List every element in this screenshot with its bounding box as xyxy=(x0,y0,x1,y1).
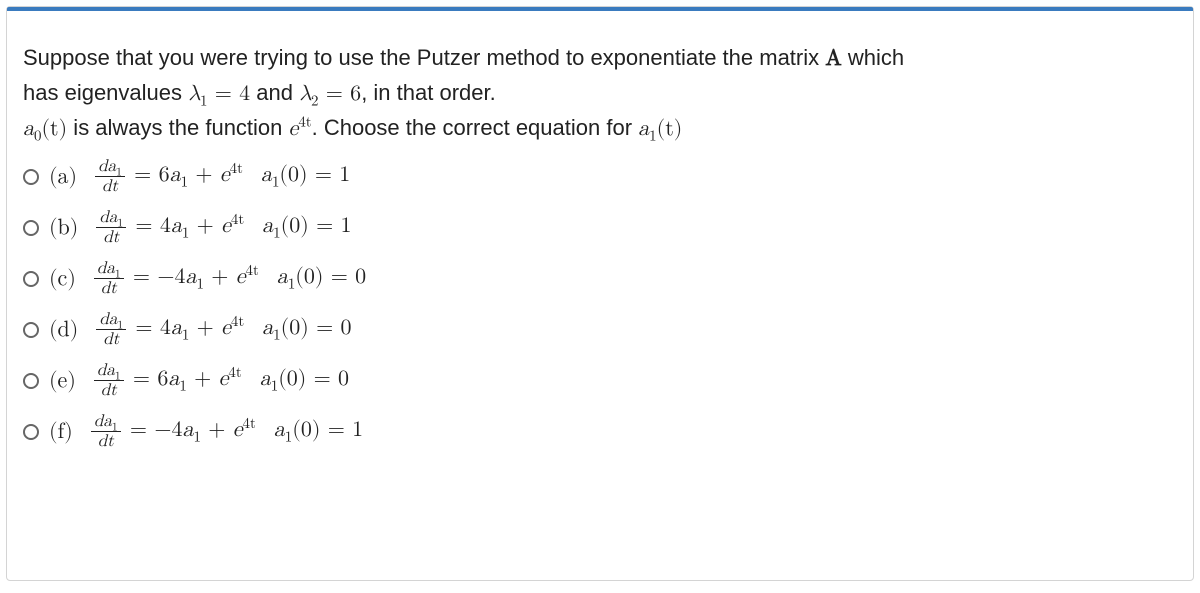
stem-line1-pre: Suppose that you were trying to use the … xyxy=(23,45,825,70)
options-list: (a) da1 dt = 6a1 + e4ta1(0) = 1 (b) da1 … xyxy=(23,158,1177,450)
radio-icon[interactable] xyxy=(23,169,39,185)
option-equation: da1 dt = 6a1 + e4ta1(0) = 0 xyxy=(92,362,349,399)
option-letter: (d) xyxy=(49,317,78,343)
option-a[interactable]: (a) da1 dt = 6a1 + e4ta1(0) = 1 xyxy=(23,158,1177,195)
da1-dt-frac: da1 dt xyxy=(94,260,124,297)
question-card: Suppose that you were trying to use the … xyxy=(6,6,1194,581)
option-f[interactable]: (f) da1 dt = −4a1 + e4ta1(0) = 1 xyxy=(23,413,1177,450)
radio-icon[interactable] xyxy=(23,322,39,338)
option-equation: da1 dt = 4a1 + e4ta1(0) = 0 xyxy=(94,311,351,348)
a1-func: a1(t) xyxy=(638,118,682,140)
option-equation: da1 dt = 4a1 + e4ta1(0) = 1 xyxy=(94,209,351,246)
and-text: and xyxy=(250,80,299,105)
option-letter: (c) xyxy=(49,266,76,292)
option-letter: (e) xyxy=(49,368,76,394)
lambda2: λ2 = 6 xyxy=(299,83,361,105)
stem-line2-post: , in that order. xyxy=(361,80,496,105)
radio-icon[interactable] xyxy=(23,220,39,236)
da1-dt-frac: da1 dt xyxy=(96,311,126,348)
option-b[interactable]: (b) da1 dt = 4a1 + e4ta1(0) = 1 xyxy=(23,209,1177,246)
radio-icon[interactable] xyxy=(23,271,39,287)
e4t: e4t xyxy=(289,118,312,140)
da1-dt-frac: da1 dt xyxy=(91,413,121,450)
stem-line2-pre: has eigenvalues xyxy=(23,80,188,105)
option-letter: (f) xyxy=(49,419,73,445)
lambda1: λ1 = 4 xyxy=(188,83,250,105)
card-top-accent xyxy=(7,7,1193,11)
option-equation: da1 dt = 6a1 + e4ta1(0) = 1 xyxy=(93,158,350,195)
stem-line1-post: which xyxy=(842,45,904,70)
da1-dt-frac: da1 dt xyxy=(94,362,124,399)
option-c[interactable]: (c) da1 dt = −4a1 + e4ta1(0) = 0 xyxy=(23,260,1177,297)
da1-dt-frac: da1 dt xyxy=(95,158,125,195)
option-d[interactable]: (d) da1 dt = 4a1 + e4ta1(0) = 0 xyxy=(23,311,1177,348)
radio-icon[interactable] xyxy=(23,373,39,389)
question-stem: Suppose that you were trying to use the … xyxy=(23,41,1177,146)
option-letter: (b) xyxy=(49,215,78,241)
da1-dt-frac: da1 dt xyxy=(96,209,126,246)
stem-line3-post: . Choose the correct equation for xyxy=(312,115,639,140)
option-equation: da1 dt = −4a1 + e4ta1(0) = 0 xyxy=(92,260,366,297)
a0-func: a0(t) xyxy=(23,118,67,140)
card-content: Suppose that you were trying to use the … xyxy=(15,31,1185,450)
matrix-symbol: A xyxy=(825,48,842,70)
option-letter: (a) xyxy=(49,164,77,190)
radio-icon[interactable] xyxy=(23,424,39,440)
option-e[interactable]: (e) da1 dt = 6a1 + e4ta1(0) = 0 xyxy=(23,362,1177,399)
option-equation: da1 dt = −4a1 + e4ta1(0) = 1 xyxy=(89,413,363,450)
stem-line3-mid: is always the function xyxy=(67,115,288,140)
